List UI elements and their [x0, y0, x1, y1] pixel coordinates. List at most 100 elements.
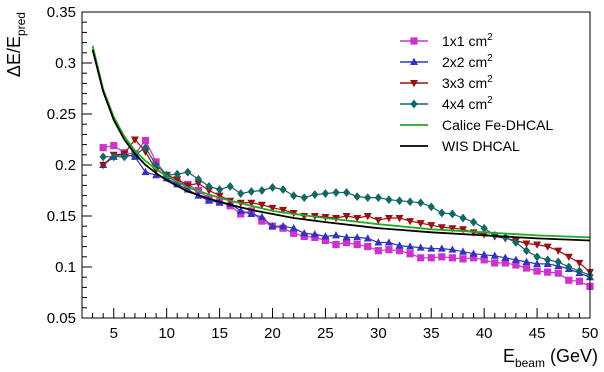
data-point [511, 255, 520, 263]
legend-label: 3x3 cm2 [442, 74, 493, 91]
data-point [427, 244, 436, 252]
data-point [236, 206, 245, 214]
data-point [205, 196, 213, 204]
legend-label-text: 1x1 cm [442, 33, 487, 49]
data-point [501, 253, 510, 261]
legend-marker [410, 80, 418, 88]
data-point [268, 222, 277, 230]
data-point [533, 259, 542, 267]
x-axis-title: Ebeam (GeV) [503, 346, 598, 370]
y-tick-label: 0.25 [47, 106, 76, 123]
data-point [448, 254, 457, 262]
data-point [279, 185, 287, 194]
data-point [469, 217, 478, 227]
data-point [564, 253, 573, 261]
y-tick-label: 0.15 [47, 208, 76, 225]
data-point [575, 277, 584, 285]
data-point [512, 238, 520, 247]
data-point [215, 185, 224, 194]
y-axis-title-main: ΔE/E [4, 36, 24, 77]
x-tick-label: 25 [317, 325, 334, 342]
legend-item: 1x1 cm2 [400, 32, 493, 49]
y-axis-title: ΔE/Epred [4, 12, 28, 77]
data-point [353, 233, 362, 241]
data-point [311, 190, 319, 199]
data-point [342, 213, 351, 221]
data-point [141, 167, 150, 176]
data-point [332, 240, 340, 249]
y-tick-label: 0.05 [47, 310, 76, 327]
data-point [141, 143, 150, 153]
data-point [257, 212, 266, 221]
data-point [120, 152, 128, 162]
data-point [395, 241, 404, 249]
data-point [406, 197, 414, 207]
data-point [448, 209, 457, 219]
series-5 [91, 45, 591, 239]
data-point [237, 189, 245, 198]
data-point [543, 243, 552, 251]
data-point [300, 229, 309, 237]
legend-item: Calice Fe-DHCAL [400, 117, 553, 133]
data-point [395, 215, 404, 223]
data-point [522, 264, 531, 272]
x-tick-label: 10 [158, 325, 175, 342]
data-point [152, 167, 161, 175]
legend-label-text: 4x4 cm [442, 96, 487, 112]
data-point [416, 220, 425, 228]
data-point [480, 223, 488, 233]
data-point [342, 238, 351, 247]
data-point [364, 193, 372, 203]
y-tick-label: 0.35 [47, 4, 76, 21]
x-tick-label: 35 [423, 325, 440, 342]
y-axis-title-sub: pred [14, 12, 28, 36]
data-point [279, 206, 288, 215]
legend-item: WIS DHCAL [400, 138, 520, 154]
data-point [427, 254, 435, 262]
data-point [374, 193, 382, 203]
data-point [258, 217, 266, 225]
data-point [385, 246, 393, 254]
data-point [459, 213, 467, 223]
data-point [417, 198, 425, 208]
x-axis-title-sub: beam [515, 356, 545, 370]
data-point [395, 196, 404, 206]
legend-label-superscript: 2 [487, 53, 493, 64]
legend-label-text: 2x2 cm [442, 54, 487, 70]
data-point [469, 249, 478, 257]
data-point [205, 182, 213, 191]
x-tick-label: 50 [582, 325, 599, 342]
data-point [384, 215, 393, 223]
data-point [364, 243, 372, 251]
data-point [554, 257, 562, 267]
data-point [448, 245, 457, 253]
data-point [480, 256, 488, 264]
data-point [342, 188, 351, 197]
data-point [110, 142, 118, 150]
legend-item: 2x2 cm2 [400, 53, 493, 70]
data-point [194, 174, 203, 184]
data-point [300, 232, 308, 240]
data-point [469, 254, 478, 262]
legend-item: 3x3 cm2 [400, 74, 493, 91]
data-point [184, 167, 192, 177]
data-point [226, 182, 234, 191]
data-point [374, 247, 382, 255]
legend-label-superscript: 2 [487, 32, 493, 43]
data-point [533, 241, 542, 249]
data-point [459, 255, 467, 263]
data-point [438, 253, 446, 261]
data-point [289, 224, 298, 232]
legend-label-text: Calice Fe-DHCAL [442, 117, 553, 133]
data-point [99, 162, 108, 170]
legend-label: 4x4 cm2 [442, 95, 493, 112]
data-point [374, 238, 383, 246]
data-point [417, 254, 425, 262]
data-point [427, 202, 435, 212]
data-point [363, 234, 372, 242]
series-2 [99, 149, 594, 281]
data-point [565, 262, 573, 272]
data-point [332, 188, 340, 197]
